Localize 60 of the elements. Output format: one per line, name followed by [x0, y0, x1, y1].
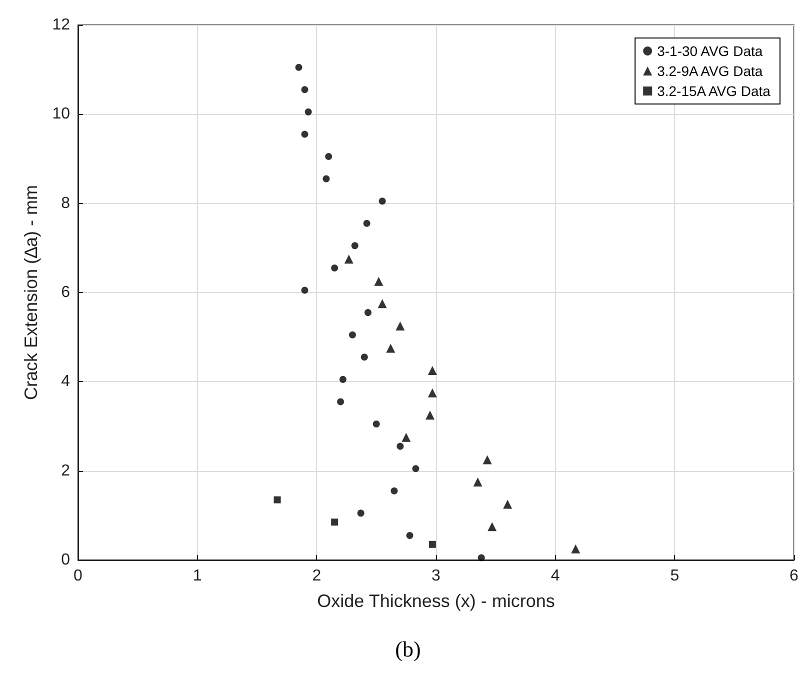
point [571, 544, 580, 554]
y-tick-label: 12 [52, 16, 70, 34]
y-tick-label: 8 [61, 194, 70, 212]
point [396, 321, 405, 330]
point [322, 175, 330, 182]
point [331, 518, 338, 526]
point [304, 108, 312, 116]
point [360, 354, 368, 361]
y-tick-label: 0 [61, 552, 70, 568]
point [301, 130, 308, 138]
point [348, 331, 356, 338]
x-axis-title: Oxide Thickness (x) - microns [317, 591, 555, 611]
point [478, 554, 485, 562]
y-tick-label: 10 [52, 106, 70, 123]
x-tick-label: 2 [312, 568, 322, 584]
point [488, 522, 497, 532]
x-tick-label: 0 [74, 568, 83, 584]
point [428, 388, 437, 398]
point [378, 198, 386, 205]
point [426, 410, 435, 420]
x-tick-label: 4 [550, 568, 560, 584]
y-tick-label: 4 [61, 373, 70, 390]
point [428, 366, 437, 376]
legend-label: 3-1-30 AVG Data [657, 43, 763, 59]
point [364, 309, 372, 316]
point [396, 442, 404, 450]
x-tick-label: 6 [790, 568, 799, 584]
point [386, 344, 396, 353]
point [482, 455, 492, 464]
x-tick-label: 3 [432, 568, 441, 584]
point [412, 465, 420, 472]
y-axis-title: Crack Extension (∆a) - mm [21, 184, 41, 400]
point [325, 153, 332, 160]
y-tick-label: 6 [61, 284, 70, 301]
point [503, 500, 512, 509]
point [363, 220, 370, 227]
legend-label: 3.2-15A AVG Data [657, 83, 771, 99]
x-tick-label: 5 [670, 568, 680, 584]
point [378, 299, 387, 308]
point [339, 376, 346, 383]
text: (b) [395, 636, 421, 662]
point [473, 477, 482, 486]
point [331, 264, 338, 272]
point [372, 420, 380, 428]
point [351, 242, 358, 250]
point [406, 532, 414, 539]
legend-label: 3.2-9A AVG Data [657, 63, 763, 79]
point [428, 540, 436, 548]
point [374, 276, 384, 286]
y-tick-label: 2 [61, 462, 70, 480]
point [357, 510, 364, 517]
point [337, 398, 344, 406]
point [301, 86, 308, 94]
point [295, 64, 302, 71]
x-tick-label: 1 [192, 568, 202, 584]
point [344, 254, 354, 264]
point [301, 286, 308, 294]
point [274, 496, 281, 504]
point [402, 432, 411, 442]
point [390, 487, 398, 494]
